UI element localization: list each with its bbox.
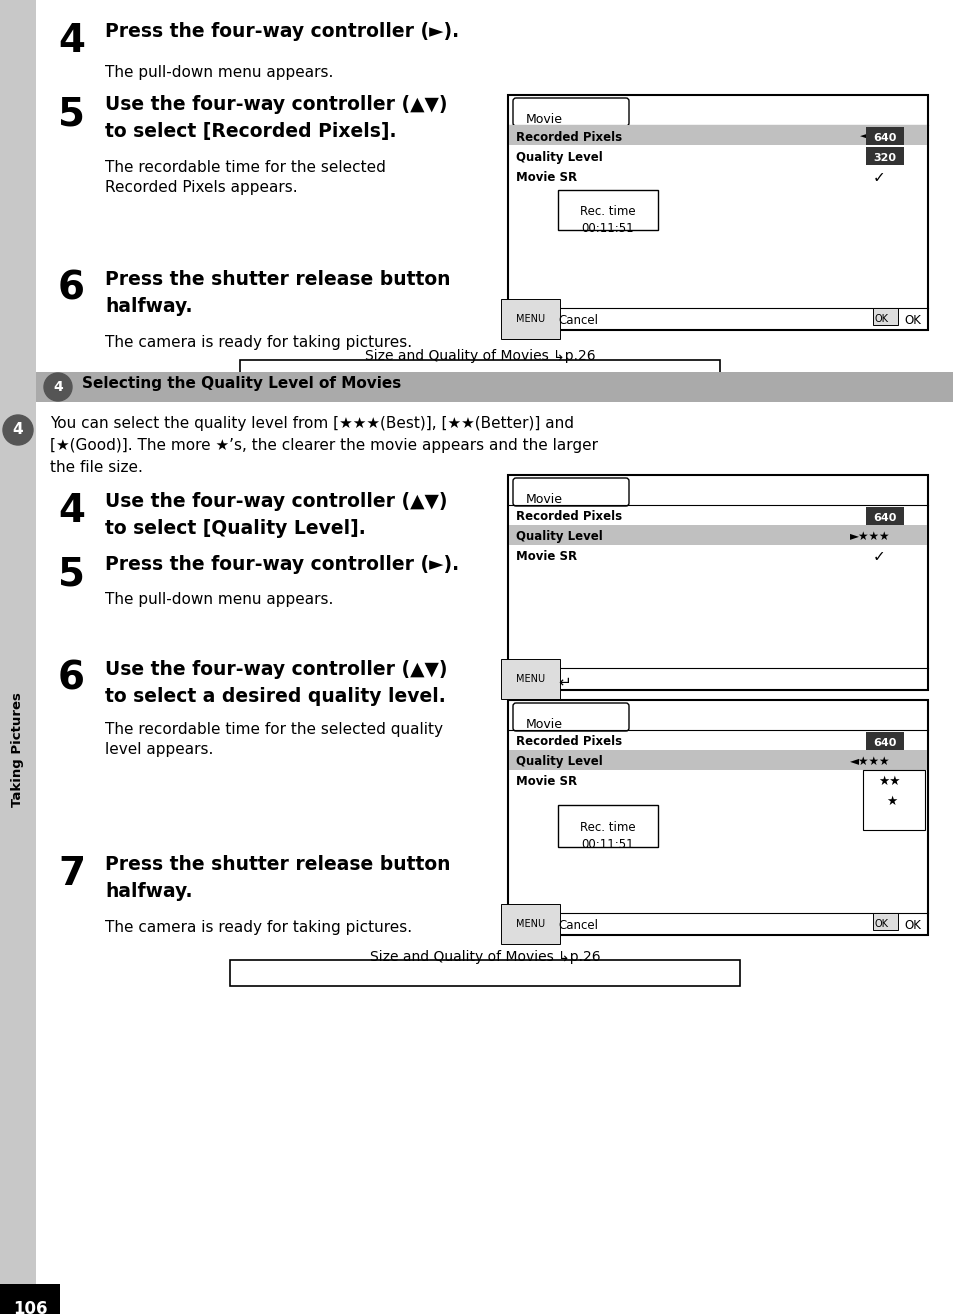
Text: Size and Quality of Movies ↳p.26: Size and Quality of Movies ↳p.26 bbox=[370, 950, 599, 964]
Text: OK: OK bbox=[903, 314, 920, 327]
Text: 00:11:51: 00:11:51 bbox=[581, 222, 634, 235]
Text: 4: 4 bbox=[58, 491, 85, 530]
Bar bbox=[509, 750, 926, 770]
Text: Use the four-way controller (▲▼): Use the four-way controller (▲▼) bbox=[105, 660, 447, 679]
Text: OK: OK bbox=[874, 314, 888, 325]
Text: Press the four-way controller (►).: Press the four-way controller (►). bbox=[105, 555, 458, 574]
Text: to select [Recorded Pixels].: to select [Recorded Pixels]. bbox=[105, 122, 396, 141]
Text: Recorded Pixels: Recorded Pixels bbox=[516, 735, 621, 748]
Text: 5: 5 bbox=[58, 555, 85, 593]
Bar bbox=[230, 961, 740, 986]
Text: Quality Level: Quality Level bbox=[516, 756, 602, 767]
Text: Movie: Movie bbox=[525, 717, 562, 731]
Text: The pull-down menu appears.: The pull-down menu appears. bbox=[105, 64, 333, 80]
Text: You can select the quality level from [★★★(Best)], [★★(Better)] and: You can select the quality level from [★… bbox=[50, 417, 574, 431]
Text: ★: ★ bbox=[885, 795, 897, 808]
Text: MENU: MENU bbox=[516, 674, 544, 685]
Bar bbox=[865, 127, 903, 145]
Bar bbox=[36, 372, 953, 402]
Bar bbox=[240, 360, 720, 386]
Text: Use the four-way controller (▲▼): Use the four-way controller (▲▼) bbox=[105, 95, 447, 114]
Text: halfway.: halfway. bbox=[105, 882, 193, 901]
Text: 4: 4 bbox=[53, 380, 63, 394]
Text: level appears.: level appears. bbox=[105, 742, 213, 757]
Text: ✓: ✓ bbox=[872, 549, 884, 564]
Bar bbox=[865, 732, 903, 750]
Text: to select a desired quality level.: to select a desired quality level. bbox=[105, 687, 445, 706]
Text: 640: 640 bbox=[872, 738, 896, 748]
Text: Taking Pictures: Taking Pictures bbox=[11, 692, 25, 807]
Text: The recordable time for the selected: The recordable time for the selected bbox=[105, 160, 385, 175]
Circle shape bbox=[3, 415, 33, 445]
Bar bbox=[872, 307, 897, 325]
Text: ↵: ↵ bbox=[558, 674, 570, 689]
Bar bbox=[509, 125, 926, 145]
Text: Cancel: Cancel bbox=[558, 918, 598, 932]
Text: Movie SR: Movie SR bbox=[516, 775, 577, 788]
Text: Selecting the Quality Level of Movies: Selecting the Quality Level of Movies bbox=[82, 376, 401, 392]
Bar bbox=[507, 95, 927, 330]
Text: ◄: ◄ bbox=[859, 131, 867, 141]
Text: 640: 640 bbox=[872, 512, 896, 523]
FancyBboxPatch shape bbox=[513, 478, 628, 506]
Text: to select [Quality Level].: to select [Quality Level]. bbox=[105, 519, 365, 537]
Text: Rec. time: Rec. time bbox=[579, 205, 635, 218]
Text: The camera is ready for taking pictures.: The camera is ready for taking pictures. bbox=[105, 920, 412, 936]
Text: Rec. time: Rec. time bbox=[579, 821, 635, 834]
Bar bbox=[0, 0, 36, 1314]
Bar bbox=[862, 770, 924, 830]
Text: Recorded Pixels: Recorded Pixels bbox=[516, 510, 621, 523]
Text: 5: 5 bbox=[58, 95, 85, 133]
Text: 00:11:51: 00:11:51 bbox=[581, 838, 634, 851]
Text: Recorded Pixels: Recorded Pixels bbox=[516, 131, 621, 145]
Text: MENU: MENU bbox=[516, 314, 544, 325]
Text: ★★: ★★ bbox=[877, 775, 900, 788]
Text: Movie: Movie bbox=[525, 113, 562, 126]
Text: 106: 106 bbox=[12, 1300, 48, 1314]
Text: Movie: Movie bbox=[525, 493, 562, 506]
Text: the file size.: the file size. bbox=[50, 460, 143, 474]
Bar bbox=[865, 507, 903, 526]
Text: OK: OK bbox=[874, 918, 888, 929]
Text: Movie SR: Movie SR bbox=[516, 551, 577, 562]
Text: Quality Level: Quality Level bbox=[516, 530, 602, 543]
Bar bbox=[558, 191, 658, 230]
Text: Press the shutter release button: Press the shutter release button bbox=[105, 855, 450, 874]
Text: Movie SR: Movie SR bbox=[516, 171, 577, 184]
Bar bbox=[865, 147, 903, 166]
Bar bbox=[507, 700, 927, 936]
FancyBboxPatch shape bbox=[513, 99, 628, 126]
Text: MENU: MENU bbox=[516, 918, 544, 929]
Bar bbox=[872, 913, 897, 930]
Text: 320: 320 bbox=[873, 152, 896, 163]
Text: Quality Level: Quality Level bbox=[516, 151, 602, 164]
Text: Use the four-way controller (▲▼): Use the four-way controller (▲▼) bbox=[105, 491, 447, 511]
Text: The recordable time for the selected quality: The recordable time for the selected qua… bbox=[105, 721, 442, 737]
Bar bbox=[558, 805, 658, 848]
FancyBboxPatch shape bbox=[513, 703, 628, 731]
Text: Press the four-way controller (►).: Press the four-way controller (►). bbox=[105, 22, 458, 41]
Bar bbox=[509, 526, 926, 545]
Bar bbox=[0, 1284, 60, 1314]
Text: Size and Quality of Movies ↳p.26: Size and Quality of Movies ↳p.26 bbox=[364, 350, 595, 363]
Text: 6: 6 bbox=[58, 269, 85, 307]
Text: ►★★★: ►★★★ bbox=[849, 530, 889, 543]
Bar bbox=[507, 474, 927, 690]
Text: ◄★★★: ◄★★★ bbox=[849, 756, 889, 767]
Text: Cancel: Cancel bbox=[558, 314, 598, 327]
Text: ✓: ✓ bbox=[872, 170, 884, 185]
Circle shape bbox=[44, 373, 71, 401]
Text: 4: 4 bbox=[12, 423, 23, 438]
Text: Recorded Pixels appears.: Recorded Pixels appears. bbox=[105, 180, 297, 194]
Text: [★(Good)]. The more ★’s, the clearer the movie appears and the larger: [★(Good)]. The more ★’s, the clearer the… bbox=[50, 438, 598, 453]
Text: 4: 4 bbox=[58, 22, 85, 60]
Text: 7: 7 bbox=[58, 855, 85, 894]
Text: OK: OK bbox=[903, 918, 920, 932]
Text: The pull-down menu appears.: The pull-down menu appears. bbox=[105, 593, 333, 607]
Text: The camera is ready for taking pictures.: The camera is ready for taking pictures. bbox=[105, 335, 412, 350]
Text: 6: 6 bbox=[58, 660, 85, 698]
Text: halfway.: halfway. bbox=[105, 297, 193, 315]
Text: 640: 640 bbox=[872, 133, 896, 143]
Text: Press the shutter release button: Press the shutter release button bbox=[105, 269, 450, 289]
